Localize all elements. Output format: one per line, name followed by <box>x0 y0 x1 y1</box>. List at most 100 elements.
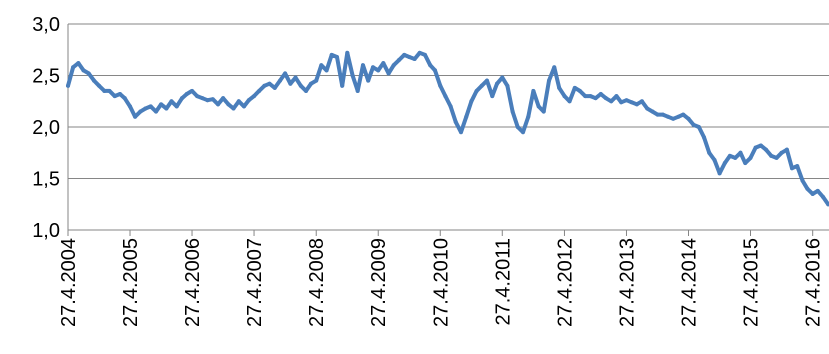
data-point <box>138 109 143 114</box>
data-point <box>417 50 422 55</box>
data-point <box>370 65 375 70</box>
data-point <box>676 114 681 119</box>
data-point <box>701 135 706 140</box>
x-tick-labels: 27.4.2004 27.4.2005 27.4.2006 27.4.2007 27.4… <box>58 238 825 327</box>
data-point <box>355 88 360 93</box>
data-point <box>815 188 820 193</box>
data-point <box>733 155 738 160</box>
data-point <box>588 94 593 99</box>
data-point <box>200 96 205 101</box>
data-point <box>107 88 112 93</box>
data-point <box>97 83 102 88</box>
y-tick-label: 1,0 <box>32 220 60 242</box>
x-tick-label: 27.4.2015 <box>741 238 763 327</box>
data-point <box>572 85 577 90</box>
data-point <box>758 143 763 148</box>
data-point <box>821 195 826 200</box>
data-point <box>242 104 247 109</box>
data-point <box>500 75 505 80</box>
data-point <box>91 78 96 83</box>
data-point <box>288 81 293 86</box>
data-point <box>102 88 107 93</box>
y-tick-label: 3,0 <box>32 14 60 36</box>
data-point <box>231 106 236 111</box>
data-point <box>779 150 784 155</box>
data-point <box>407 54 412 59</box>
data-point <box>738 150 743 155</box>
data-point <box>557 85 562 90</box>
x-tick-label: 27.4.2012 <box>554 238 576 327</box>
data-point <box>619 100 624 105</box>
data-point <box>645 106 650 111</box>
data-point <box>210 97 215 102</box>
data-point <box>128 104 133 109</box>
data-point <box>634 102 639 107</box>
data-point <box>753 145 758 150</box>
data-point <box>190 88 195 93</box>
data-point <box>541 109 546 114</box>
data-point <box>412 57 417 62</box>
data-point <box>350 73 355 78</box>
data-point <box>712 157 717 162</box>
data-point <box>246 98 251 103</box>
data-point <box>283 71 288 76</box>
data-point <box>603 96 608 101</box>
data-point <box>671 116 676 121</box>
data-point <box>810 191 815 196</box>
data-point <box>304 88 309 93</box>
y-tick-label: 2,0 <box>32 117 60 139</box>
data-point <box>805 186 810 191</box>
data-point <box>164 106 169 111</box>
y-tick-labels: 1,0 1,5 2,0 2,5 3,0 <box>32 14 60 242</box>
data-point <box>76 61 81 66</box>
data-point <box>386 71 391 76</box>
data-point <box>800 178 805 183</box>
series-layer <box>66 50 829 207</box>
data-point <box>143 106 148 111</box>
data-point <box>195 94 200 99</box>
data-point <box>769 153 774 158</box>
data-point <box>205 98 210 103</box>
y-tick-label: 2,5 <box>32 66 60 88</box>
x-tick-label: 27.4.2005 <box>120 238 142 327</box>
data-point <box>216 102 221 107</box>
x-tick-label: 27.4.2011 <box>492 238 514 326</box>
data-point <box>422 52 427 57</box>
data-point <box>567 99 572 104</box>
data-point <box>169 99 174 104</box>
y-tick-label: 1,5 <box>32 169 60 191</box>
data-point <box>366 78 371 83</box>
data-point <box>826 202 829 207</box>
data-point <box>593 96 598 101</box>
data-point <box>319 63 324 68</box>
data-point <box>391 63 396 68</box>
data-point <box>531 88 536 93</box>
data-point <box>484 78 489 83</box>
data-point <box>308 81 313 86</box>
gridlines <box>68 23 829 179</box>
data-point <box>660 112 665 117</box>
data-point <box>226 102 231 107</box>
data-point <box>774 155 779 160</box>
series-line <box>66 50 829 207</box>
data-point <box>324 68 329 73</box>
data-point <box>691 122 696 127</box>
data-point <box>267 81 272 86</box>
x-tick-label: 27.4.2004 <box>58 238 80 327</box>
data-point <box>722 161 727 166</box>
data-point <box>686 116 691 121</box>
data-point <box>624 98 629 103</box>
x-tick-label: 27.4.2008 <box>306 238 328 327</box>
data-point <box>438 83 443 88</box>
data-point <box>86 71 91 76</box>
data-point <box>133 114 138 119</box>
data-point <box>717 171 722 176</box>
data-point <box>221 96 226 101</box>
data-point <box>479 83 484 88</box>
data-point <box>396 58 401 63</box>
data-point <box>458 130 463 135</box>
data-point <box>727 153 732 158</box>
data-point <box>546 78 551 83</box>
data-point <box>681 112 686 117</box>
